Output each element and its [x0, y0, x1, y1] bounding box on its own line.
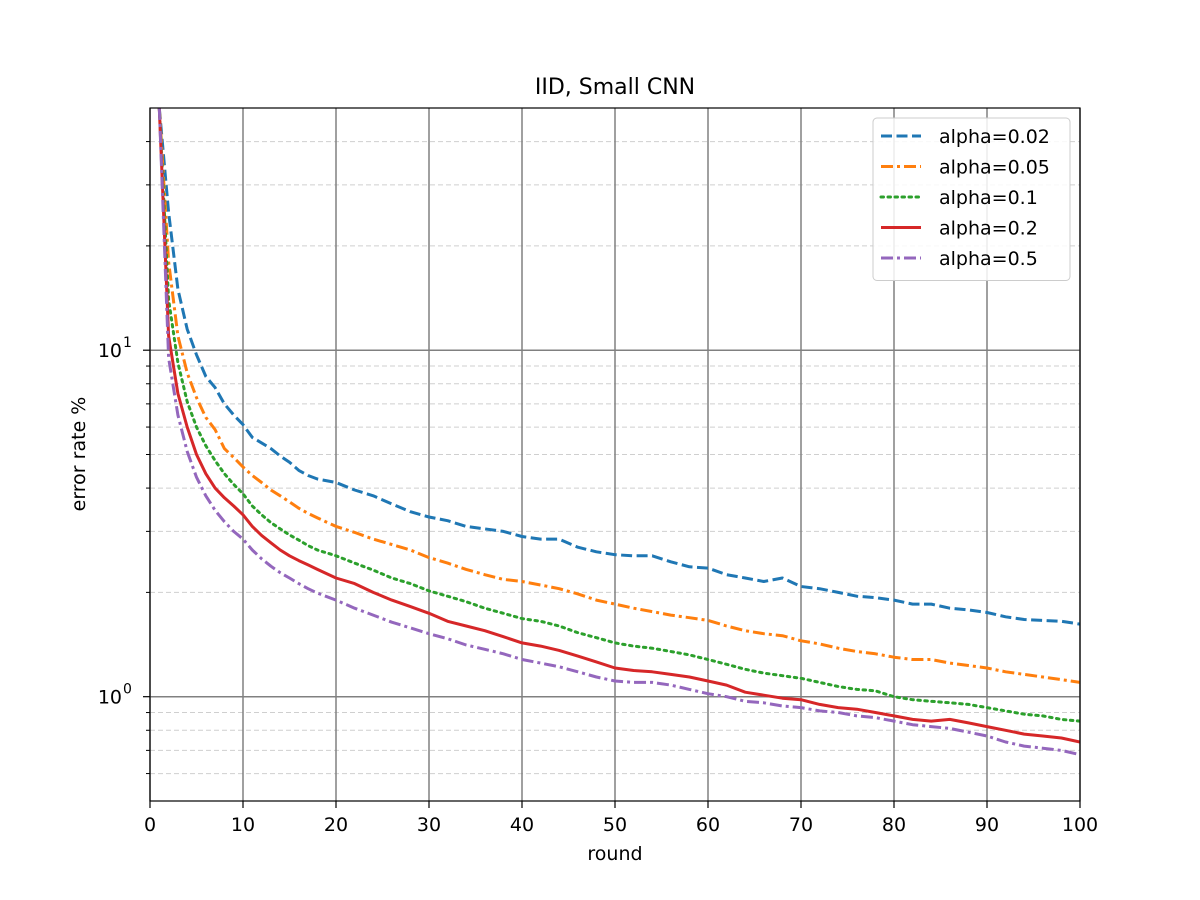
x-tick-label: 0	[144, 814, 156, 836]
y-tick-label: 10	[98, 340, 122, 362]
series-line-2	[157, 108, 1080, 684]
series-line-4	[157, 108, 1080, 744]
series-line-3	[157, 108, 1080, 723]
x-tick-label: 70	[789, 814, 813, 836]
x-tick-label: 10	[231, 814, 255, 836]
legend-box	[872, 117, 1071, 281]
y-axis-label: error rate %	[68, 397, 90, 512]
x-tick-label: 90	[975, 814, 999, 836]
series-line-5	[157, 108, 1080, 757]
legend-label-1: alpha=0.02	[939, 126, 1050, 148]
x-tick-label: 50	[603, 814, 627, 836]
y-tick-exponent: 1	[123, 335, 132, 351]
x-axis-label: round	[587, 843, 642, 865]
series-layer	[157, 108, 1080, 757]
series-line-1	[157, 108, 1080, 626]
x-tick-label: 30	[417, 814, 441, 836]
legend: alpha=0.02 alpha=0.05 alpha=0.1 alpha=0.2 al…	[872, 117, 1071, 281]
legend-label-4: alpha=0.2	[939, 218, 1038, 240]
x-tick-label: 40	[510, 814, 534, 836]
chart-title: IID, Small CNN	[535, 75, 695, 100]
y-tick-label: 10	[98, 687, 122, 709]
legend-label-2: alpha=0.05	[939, 157, 1050, 179]
x-tick-label: 20	[324, 814, 348, 836]
legend-label-3: alpha=0.1	[939, 187, 1038, 209]
y-tick-exponent: 0	[123, 682, 132, 698]
x-tick-label: 80	[882, 814, 906, 836]
x-tick-label: 60	[696, 814, 720, 836]
x-tick-label: 100	[1062, 814, 1098, 836]
legend-label-5: alpha=0.5	[939, 248, 1038, 270]
